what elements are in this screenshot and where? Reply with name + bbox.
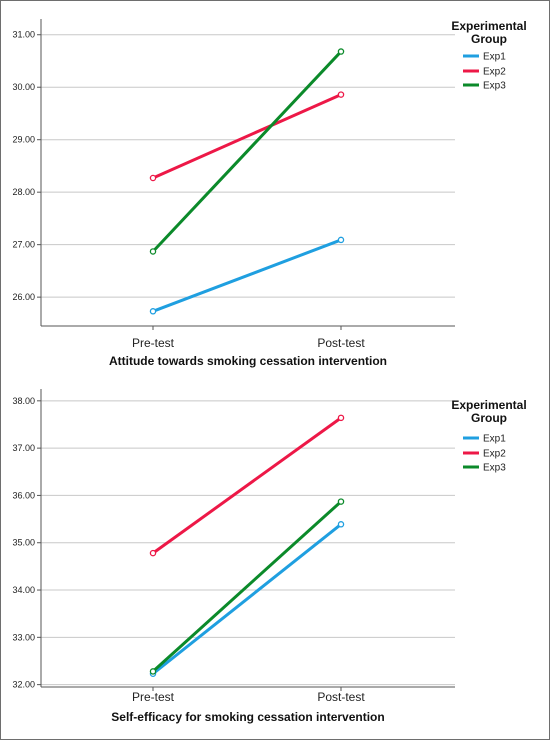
data-point-exp3 — [337, 498, 345, 505]
legend-label-exp1: Exp1 — [483, 52, 506, 63]
legend-label-exp2: Exp2 — [483, 67, 506, 78]
chart-title: Self-efficacy for smoking cessation inte… — [111, 710, 384, 724]
data-point-exp2 — [337, 91, 345, 98]
y-tick-label: 38.00 — [12, 396, 35, 406]
x-tick-label: Post-test — [317, 690, 365, 704]
series-line-exp1 — [152, 523, 342, 675]
series-line-exp3 — [151, 50, 343, 253]
legend-label-exp3: Exp3 — [483, 81, 506, 92]
series-line-exp2 — [152, 416, 342, 555]
legend-title: Experimental — [451, 19, 526, 33]
y-tick-label: 36.00 — [12, 490, 35, 500]
y-tick-label: 30.00 — [12, 82, 35, 92]
data-point-exp3 — [149, 248, 157, 255]
y-tick-label: 35.00 — [12, 538, 35, 548]
y-tick-label: 33.00 — [12, 632, 35, 642]
x-tick-label: Pre-test — [132, 336, 175, 350]
x-tick-label: Pre-test — [132, 690, 175, 704]
data-point-exp2 — [149, 549, 157, 557]
data-point-exp1 — [337, 236, 345, 244]
y-tick-label: 32.00 — [12, 680, 35, 690]
y-tick-label: 37.00 — [12, 443, 35, 453]
series-line-exp2 — [152, 93, 342, 180]
data-point-exp2 — [337, 414, 345, 422]
y-tick-label: 34.00 — [12, 585, 35, 595]
legend-label-exp3: Exp3 — [483, 463, 506, 474]
series-line-exp1 — [152, 238, 342, 313]
chart-attitude: 26.00 27.00 28.00 29.00 30.00 31.00 Pre-test Po… — [12, 19, 527, 368]
y-tick-label: 27.00 — [12, 240, 35, 250]
data-point-exp3 — [337, 48, 345, 55]
legend-label-exp2: Exp2 — [483, 449, 506, 460]
data-point-exp1 — [149, 308, 157, 315]
y-tick-label: 26.00 — [12, 292, 35, 302]
chart-self-efficacy: 32.00 33.00 34.00 35.00 36.00 37.00 38.00 Pre-t… — [12, 389, 527, 724]
x-tick-label: Post-test — [317, 336, 365, 350]
legend-title: Group — [471, 411, 507, 425]
chart-title: Attitude towards smoking cessation inter… — [109, 354, 387, 368]
series-line-exp3 — [151, 500, 343, 673]
legend-title: Group — [471, 32, 507, 46]
y-tick-label: 28.00 — [12, 187, 35, 197]
legend-label-exp1: Exp1 — [483, 434, 506, 445]
data-point-exp1 — [337, 521, 345, 528]
y-tick-label: 29.00 — [12, 135, 35, 145]
data-point-exp3 — [149, 668, 157, 675]
data-point-exp2 — [149, 174, 157, 182]
legend-title: Experimental — [451, 398, 526, 412]
y-tick-label: 31.00 — [12, 30, 35, 40]
